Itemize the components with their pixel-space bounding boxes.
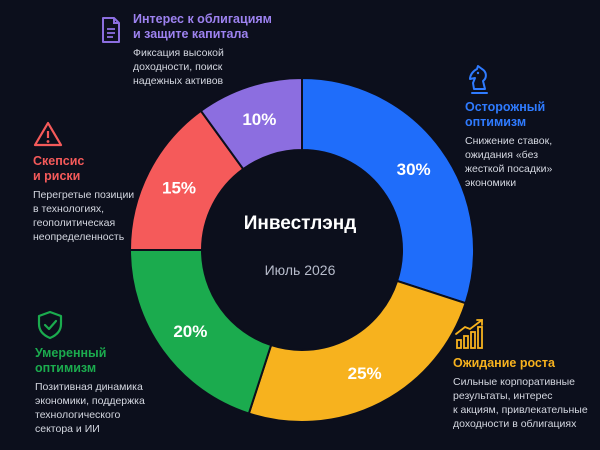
slice-label-skeptic: 15% [162, 178, 196, 197]
growth-chart-icon [455, 319, 483, 349]
slice-label-moderate: 20% [173, 322, 207, 341]
category-skeptic-desc: Перегретые позиции в технологиях, геопол… [33, 189, 135, 243]
category-cautious-title: Осторожный оптимизм [465, 100, 546, 129]
document-icon [102, 17, 120, 43]
category-bonds-title: Интерес к облигациям и защите капитала [133, 12, 272, 41]
category-moderate-desc: Позитивная динамика экономики, поддержка… [35, 381, 145, 435]
chart-center-title: Инвестлэнд [243, 213, 357, 234]
category-growth-desc: Сильные корпоративные результаты, интере… [453, 376, 588, 430]
slice-label-cautious: 30% [397, 160, 431, 179]
chess-knight-icon [469, 65, 488, 94]
category-growth: Ожидание роста Сильные корпоративные рез… [453, 318, 598, 431]
slice-label-growth: 25% [348, 364, 382, 383]
donut-slice-bonds [199, 76, 303, 171]
chart-center-date: Июль 2026 [264, 262, 336, 278]
category-growth-title: Ожидание роста [453, 356, 555, 370]
category-skeptic: Скепсис и риски Перегретые позиции в тех… [33, 120, 153, 244]
category-cautious: Осторожный оптимизм Снижение ставок, ожи… [465, 64, 595, 190]
donut-slice-growth [247, 279, 467, 423]
category-bonds: Интерес к облигациям и защите капитала Ф… [100, 12, 290, 88]
category-skeptic-title: Скепсис и риски [33, 154, 85, 183]
category-bonds-desc: Фиксация высокой доходности, поиск надеж… [133, 47, 224, 87]
category-cautious-desc: Снижение ставок, ожидания «без жесткой п… [465, 135, 553, 189]
category-moderate-title: Умеренный оптимизм [35, 346, 107, 375]
warning-icon [33, 121, 63, 147]
donut-slice-cautious [301, 76, 475, 305]
slice-label-bonds: 10% [242, 110, 276, 129]
category-moderate: Умеренный оптимизм Позитивная динамика э… [35, 310, 160, 436]
shield-check-icon [37, 310, 63, 340]
